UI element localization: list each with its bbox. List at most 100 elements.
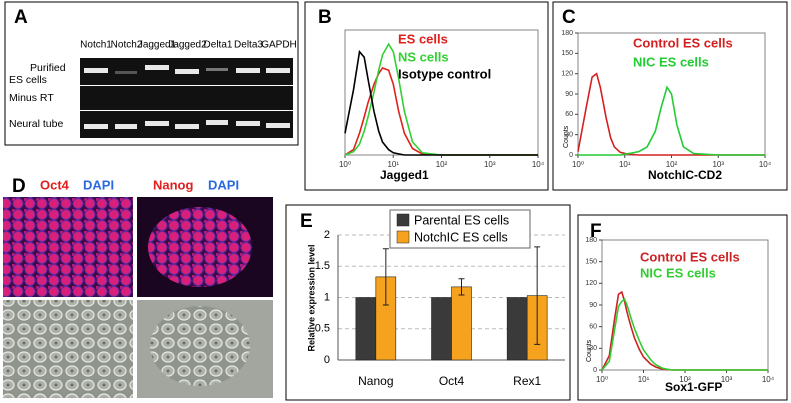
row-label: Neural tube — [9, 118, 63, 130]
legend-swatch — [396, 213, 410, 227]
x-tick-label: 10⁰ — [339, 160, 351, 169]
y-tick-label: 180 — [585, 237, 597, 244]
panel-label: A — [14, 7, 28, 28]
legend-entry: NotchIC ES cells — [414, 230, 508, 244]
x-tick-label: Nanog — [358, 374, 393, 388]
lane-label: Notch1 — [80, 40, 112, 51]
lane-label: Jagged2 — [168, 40, 207, 51]
x-tick-label: 10³ — [484, 160, 496, 169]
panel-frame — [304, 1, 549, 191]
y-tick-label: 180 — [561, 30, 573, 37]
panel-label: C — [562, 7, 576, 28]
legend-entry: NIC ES cells — [640, 265, 716, 280]
row-label: Purified — [30, 62, 66, 74]
stain-label: DAPI — [208, 177, 239, 192]
panel-label: F — [590, 221, 602, 242]
histogram-curve — [577, 72, 765, 156]
y-axis-label: Counts — [586, 339, 593, 362]
x-tick-label: 10⁴ — [759, 160, 772, 169]
legend-entry: Control ES cells — [633, 35, 733, 50]
y-axis-label: Relative expression level — [306, 244, 316, 351]
x-tick-label: 10² — [436, 160, 448, 169]
y-tick-label: 90 — [565, 91, 573, 98]
error-bar — [382, 248, 389, 306]
panel-label: B — [318, 7, 332, 28]
bar — [355, 297, 377, 361]
bar — [431, 297, 452, 361]
histogram-curve — [344, 67, 538, 156]
legend-entry: Control ES cells — [640, 249, 740, 264]
y-tick-label: 30 — [565, 132, 573, 139]
histogram-curve — [344, 49, 538, 156]
panel-label: E — [300, 211, 313, 232]
panel-label: D — [12, 176, 26, 197]
micrograph-colony — [148, 207, 252, 287]
error-bar — [534, 246, 541, 345]
y-tick-label: 60 — [589, 324, 597, 331]
x-tick-label: 10³ — [712, 160, 724, 169]
x-tick-label: 10¹ — [638, 375, 650, 384]
legend-entry: NIC ES cells — [633, 54, 709, 69]
micrograph — [3, 197, 133, 297]
legend-entry: Parental ES cells — [414, 213, 509, 227]
x-tick-label: 10³ — [721, 375, 733, 384]
histogram-curve — [578, 85, 765, 156]
y-tick-label: 2 — [324, 229, 330, 241]
stain-label: Oct4 — [40, 177, 70, 192]
panel-frame — [4, 1, 299, 146]
row-label: ES cells — [9, 74, 47, 86]
legend-entry: ES cells — [398, 31, 448, 46]
lane-label: Delta3 — [234, 40, 263, 51]
x-tick-label: 10² — [679, 375, 691, 384]
micrograph — [3, 300, 133, 398]
panel-frame — [285, 204, 571, 401]
gel — [80, 58, 293, 138]
stain-label: DAPI — [83, 177, 114, 192]
lane-label: Notch2 — [111, 40, 143, 51]
x-tick-label: 10¹ — [619, 160, 631, 169]
y-tick-label: 150 — [585, 259, 597, 266]
x-tick-label: 10⁰ — [596, 375, 608, 384]
lane-label: Jagged1 — [138, 40, 177, 51]
y-tick-label: 0 — [593, 367, 597, 374]
lane-label: Delta1 — [204, 40, 233, 51]
x-tick-label: Oct4 — [439, 374, 465, 388]
panel-frame — [577, 214, 788, 401]
x-tick-label: 10⁴ — [532, 160, 545, 169]
legend-entry: Isotype control — [398, 66, 491, 81]
y-tick-label: 1.5 — [315, 260, 330, 272]
legend-box — [389, 209, 531, 249]
x-tick-label: 10⁰ — [572, 160, 584, 169]
y-axis-label: Counts — [563, 125, 570, 148]
legend-swatch — [396, 230, 410, 244]
bar — [506, 297, 528, 361]
y-tick-label: 0.5 — [315, 323, 330, 335]
panel-frame — [552, 1, 788, 191]
x-tick-label: 10² — [666, 160, 678, 169]
x-tick-label: Rex1 — [513, 374, 541, 388]
y-tick-label: 30 — [589, 345, 597, 352]
micrograph-colony — [150, 306, 250, 386]
histogram-curve — [601, 297, 768, 371]
x-tick-label: 10⁴ — [762, 375, 775, 384]
y-tick-label: 60 — [565, 111, 573, 118]
lane-label: GAPDH — [261, 40, 297, 51]
x-tick-label: 10¹ — [387, 160, 399, 169]
histogram-curve — [344, 42, 538, 156]
y-tick-label: 150 — [561, 50, 573, 57]
y-tick-label: 1 — [324, 291, 330, 303]
y-tick-label: 0 — [569, 152, 573, 159]
bar — [451, 286, 472, 361]
row-label: Minus RT — [9, 92, 54, 104]
y-tick-label: 120 — [585, 280, 597, 287]
legend-entry: NS cells — [398, 49, 449, 64]
y-tick-label: 90 — [589, 302, 597, 309]
error-bar — [458, 278, 465, 296]
y-tick-label: 0 — [324, 354, 330, 366]
y-tick-label: 120 — [561, 71, 573, 78]
stain-label: Nanog — [153, 177, 194, 192]
x-axis-label: Sox1-GFP — [665, 380, 722, 394]
x-axis-label: NotchIC-CD2 — [648, 168, 722, 182]
x-axis-label: Jagged1 — [380, 168, 429, 182]
